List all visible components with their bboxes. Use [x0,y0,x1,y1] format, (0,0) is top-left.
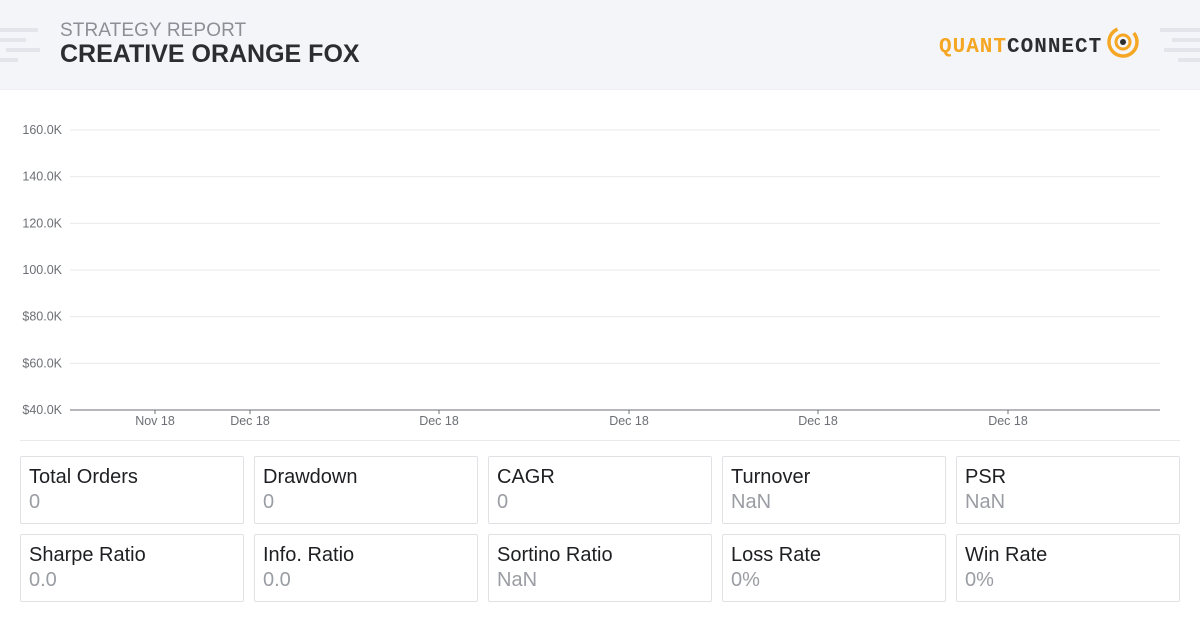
stat-label: CAGR [497,466,555,488]
report-subtitle: STRATEGY REPORT [60,20,247,41]
x-tick-label: Dec 18 [609,414,649,428]
stat-card-drawdown: Drawdown 0 [254,456,478,524]
stat-label: Total Orders [29,466,138,488]
stat-label: Info. Ratio [263,544,355,566]
stat-label: Sharpe Ratio [29,544,146,566]
y-tick-label: $60.0K [22,356,62,370]
x-tick-label: Dec 18 [230,414,270,428]
x-tick-label: Dec 18 [419,414,459,428]
stat-value: NaN [497,569,538,591]
y-tick-label: $80.0K [22,310,62,324]
x-tick-label: Nov 18 [135,414,175,428]
quantconnect-logo-icon [1107,26,1139,58]
equity-chart: $40.0K $60.0K $80.0K 100.0K 120.0K 140.0K 160.… [22,123,1160,428]
y-tick-label: 100.0K [22,263,62,277]
stat-value: 0% [731,569,760,591]
stat-value: NaN [965,491,1006,513]
stat-card-total-orders: Total Orders 0 [20,456,244,524]
stat-value: 0 [497,491,509,513]
x-tick-label: Dec 18 [798,414,838,428]
stat-label: Sortino Ratio [497,544,613,566]
stat-label: Loss Rate [731,544,822,566]
strategy-name: CREATIVE ORANGE FOX [60,40,360,68]
stat-value: 0 [263,491,275,513]
y-tick-label: 120.0K [22,216,62,230]
stat-card-info-ratio: Info. Ratio 0.0 [254,534,478,602]
x-tick-label: Dec 18 [988,414,1028,428]
stat-label: Turnover [731,466,811,488]
stat-card-cagr: CAGR 0 [488,456,712,524]
stat-card-win-rate: Win Rate 0% [956,534,1180,602]
stat-value: NaN [731,491,772,513]
y-tick-label: 140.0K [22,170,62,184]
stat-value: 0 [29,491,41,513]
quantconnect-logo: QUANTCONNECT [939,24,1140,60]
stat-value: 0% [965,569,994,591]
y-tick-label: 160.0K [22,123,62,137]
stat-card-psr: PSR NaN [956,456,1180,524]
stat-value: 0.0 [29,569,57,591]
stat-card-turnover: Turnover NaN [722,456,946,524]
stat-card-sharpe-ratio: Sharpe Ratio 0.0 [20,534,244,602]
y-tick-label: $40.0K [22,403,62,417]
stat-card-sortino-ratio: Sortino Ratio NaN [488,534,712,602]
stat-label: Win Rate [965,544,1048,566]
stat-label: Drawdown [263,466,358,488]
chart-divider [20,440,1180,441]
stat-label: PSR [965,466,1007,488]
stat-card-loss-rate: Loss Rate 0% [722,534,946,602]
stat-value: 0.0 [263,569,291,591]
logo-wordmark: QUANTCONNECT [939,36,1103,59]
report-header: STRATEGY REPORT CREATIVE ORANGE FOX QUAN… [0,0,1200,90]
